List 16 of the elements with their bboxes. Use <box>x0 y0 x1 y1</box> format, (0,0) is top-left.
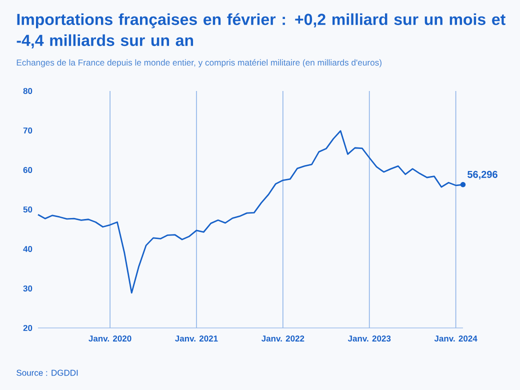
x-tick-label: Janv. 2023 <box>348 336 391 342</box>
y-tick-label: 50 <box>23 206 32 212</box>
x-tick-label: Janv. 2022 <box>261 336 304 342</box>
y-tick-label: 70 <box>23 127 32 134</box>
y-tick-label: 20 <box>23 324 32 331</box>
x-tick-label: Janv. 2020 <box>88 336 132 342</box>
y-tick-label: 30 <box>23 285 32 292</box>
y-tick-label: 60 <box>23 166 32 173</box>
x-tick-label: Janv. 2021 <box>175 336 218 342</box>
y-tick-label: 40 <box>23 246 32 252</box>
x-tick-label: Janv. 2024 <box>434 336 478 342</box>
y-tick-label: 80 <box>23 88 32 94</box>
source-note: Source : DGDDI <box>16 370 78 376</box>
chart-title: Importations françaises en février : +0,2 milliard sur un mois et -4,4 milliards sur un an <box>16 13 506 48</box>
chart-subtitle: Echanges de la France depuis le monde entier, y compris matériel militaire (en milliards d'euros) <box>16 59 382 68</box>
annotation: 56,296 <box>468 170 498 180</box>
